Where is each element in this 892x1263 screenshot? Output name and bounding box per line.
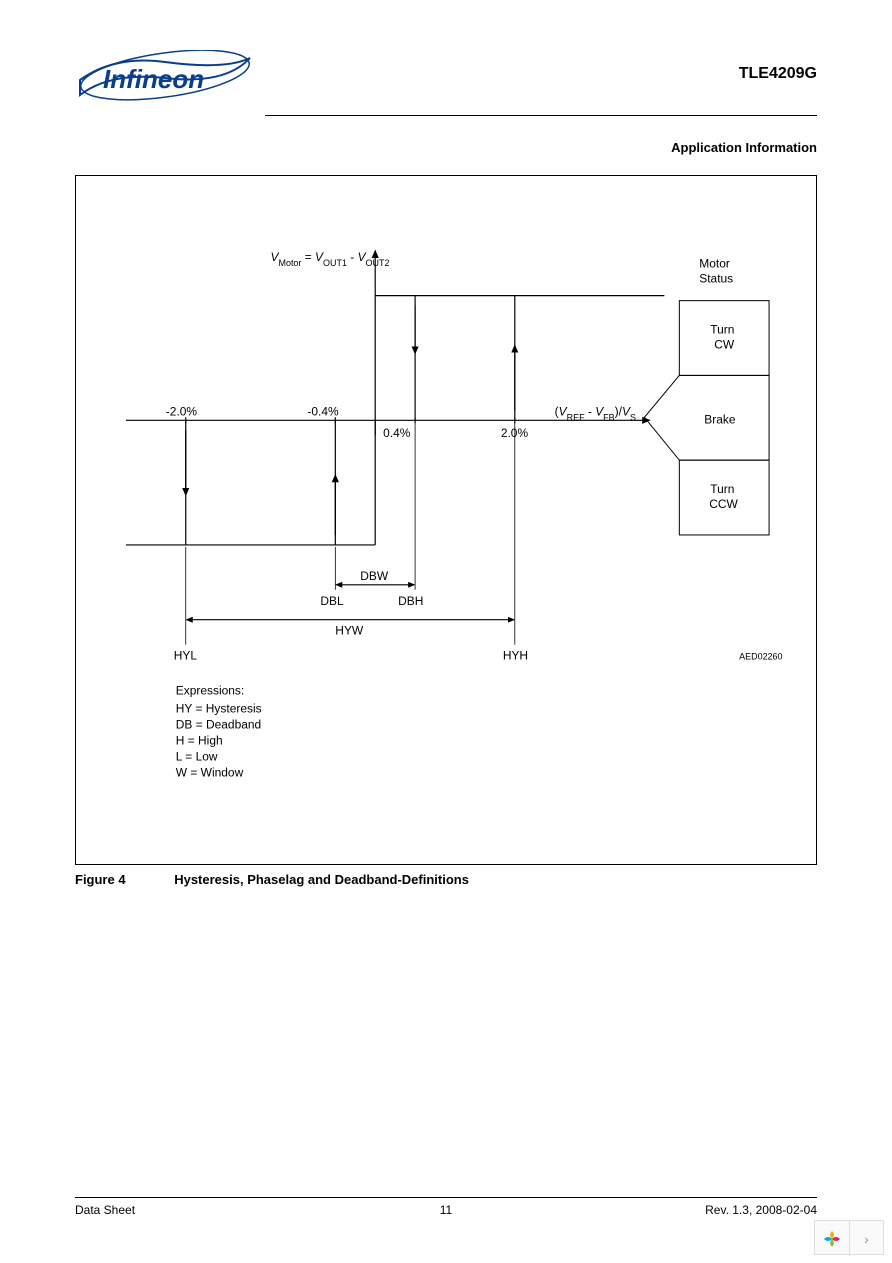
infineon-logo: Infineon (75, 50, 255, 115)
label-dbh: DBH (398, 594, 423, 608)
status-ccw: Turn (710, 482, 734, 496)
status-brake: Brake (704, 412, 736, 426)
section-title: Application Information (671, 140, 817, 155)
label-dbl: DBL (320, 594, 344, 608)
svg-text:VMotor = VOUT1 - VOUT2: VMotor = VOUT1 - VOUT2 (271, 250, 390, 268)
pager-widget[interactable]: › (814, 1220, 884, 1255)
expressions-title: Expressions: (176, 683, 244, 697)
label-hyw: HYW (335, 624, 364, 638)
figure-caption-text: Hysteresis, Phaselag and Deadband-Defini… (174, 872, 469, 887)
footer-page-number: 11 (440, 1203, 452, 1217)
page-header: Infineon TLE4209G (75, 50, 817, 130)
svg-text:(VREF - VFB)/VS: (VREF - VFB)/VS (555, 404, 636, 422)
svg-text:CW: CW (714, 337, 735, 351)
y-sub: Motor (278, 258, 301, 268)
figure-frame: VMotor = VOUT1 - VOUT2 (VREF - VFB)/VS -… (75, 175, 817, 865)
motor-status-title: Motor (699, 257, 730, 271)
figure-number: Figure 4 (75, 872, 126, 887)
expr-line-2: H = High (176, 733, 223, 747)
label-dbw: DBW (360, 569, 389, 583)
tick-neg04: -0.4% (307, 404, 339, 418)
expr-line-1: DB = Deadband (176, 717, 261, 731)
expr-line-4: W = Window (176, 765, 244, 779)
footer-left: Data Sheet (75, 1203, 135, 1217)
pager-logo-icon (815, 1221, 849, 1256)
label-hyh: HYH (503, 649, 528, 663)
part-number: TLE4209G (739, 65, 817, 83)
figure-caption: Figure 4 Hysteresis, Phaselag and Deadba… (75, 872, 469, 887)
tick-pos2: 2.0% (501, 426, 529, 440)
tick-pos04: 0.4% (383, 426, 411, 440)
header-rule (265, 115, 817, 116)
tick-neg2: -2.0% (166, 404, 198, 418)
expr-line-3: L = Low (176, 749, 218, 763)
pager-next-icon[interactable]: › (849, 1221, 883, 1256)
status-cw: Turn (710, 323, 734, 337)
hysteresis-diagram: VMotor = VOUT1 - VOUT2 (VREF - VFB)/VS -… (76, 176, 816, 864)
label-hyl: HYL (174, 649, 198, 663)
footer-revision: Rev. 1.3, 2008-02-04 (705, 1203, 817, 1217)
expr-line-0: HY = Hysteresis (176, 701, 262, 715)
svg-text:Infineon: Infineon (103, 64, 204, 94)
page-footer: Data Sheet 11 Rev. 1.3, 2008-02-04 (75, 1197, 817, 1203)
svg-text:CCW: CCW (709, 497, 738, 511)
svg-text:Status: Status (699, 272, 733, 286)
figure-refcode: AED02260 (739, 652, 782, 662)
